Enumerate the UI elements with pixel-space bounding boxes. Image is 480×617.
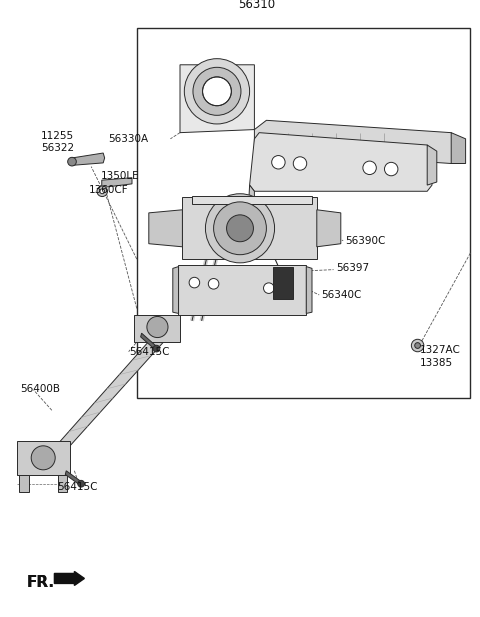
Text: 56415C: 56415C <box>58 482 98 492</box>
Circle shape <box>411 339 424 352</box>
Text: 11255: 11255 <box>41 131 74 141</box>
Polygon shape <box>254 120 461 164</box>
Text: 56390C: 56390C <box>346 236 386 246</box>
Polygon shape <box>58 475 67 492</box>
Text: 56397: 56397 <box>336 263 369 273</box>
Circle shape <box>97 186 108 197</box>
Circle shape <box>193 67 241 115</box>
Text: 1350LE: 1350LE <box>101 171 139 181</box>
Text: 56322: 56322 <box>41 143 74 153</box>
Polygon shape <box>65 471 82 486</box>
Text: 56340C: 56340C <box>322 290 362 300</box>
Circle shape <box>147 317 168 337</box>
Circle shape <box>293 157 307 170</box>
Bar <box>137 28 470 398</box>
Polygon shape <box>178 265 306 315</box>
Polygon shape <box>306 267 312 313</box>
Polygon shape <box>173 267 179 313</box>
Circle shape <box>283 283 293 294</box>
Text: 56310: 56310 <box>238 0 276 11</box>
Text: 1360CF: 1360CF <box>89 185 129 195</box>
Polygon shape <box>249 185 254 207</box>
Polygon shape <box>451 133 466 164</box>
Text: 1327AC: 1327AC <box>420 346 461 355</box>
Polygon shape <box>42 338 167 462</box>
Polygon shape <box>192 196 312 204</box>
Circle shape <box>264 283 274 294</box>
Polygon shape <box>180 65 254 133</box>
Circle shape <box>214 202 266 255</box>
Circle shape <box>227 215 253 242</box>
Polygon shape <box>149 210 182 247</box>
Polygon shape <box>19 475 29 492</box>
Polygon shape <box>317 210 341 247</box>
Circle shape <box>100 189 105 194</box>
Circle shape <box>208 278 219 289</box>
Circle shape <box>384 162 398 176</box>
Text: 13385: 13385 <box>420 358 453 368</box>
Circle shape <box>31 446 55 470</box>
Polygon shape <box>141 333 157 350</box>
Text: FR.: FR. <box>26 575 54 590</box>
Circle shape <box>203 77 231 106</box>
Circle shape <box>184 59 250 124</box>
Text: 56415C: 56415C <box>130 347 170 357</box>
Polygon shape <box>427 145 437 185</box>
FancyArrow shape <box>54 571 84 586</box>
Bar <box>273 267 293 299</box>
Polygon shape <box>182 197 317 259</box>
Circle shape <box>415 342 420 349</box>
Polygon shape <box>17 441 70 475</box>
Circle shape <box>78 481 84 487</box>
Circle shape <box>363 161 376 175</box>
Circle shape <box>153 346 160 352</box>
Polygon shape <box>72 153 105 165</box>
Circle shape <box>189 277 200 288</box>
Polygon shape <box>102 178 132 188</box>
Circle shape <box>272 155 285 169</box>
Polygon shape <box>134 315 180 342</box>
Text: 56330A: 56330A <box>108 134 149 144</box>
Text: FR.: FR. <box>26 575 54 590</box>
Circle shape <box>68 157 76 166</box>
Polygon shape <box>250 133 432 191</box>
Text: 56400B: 56400B <box>20 384 60 394</box>
Circle shape <box>205 194 275 263</box>
